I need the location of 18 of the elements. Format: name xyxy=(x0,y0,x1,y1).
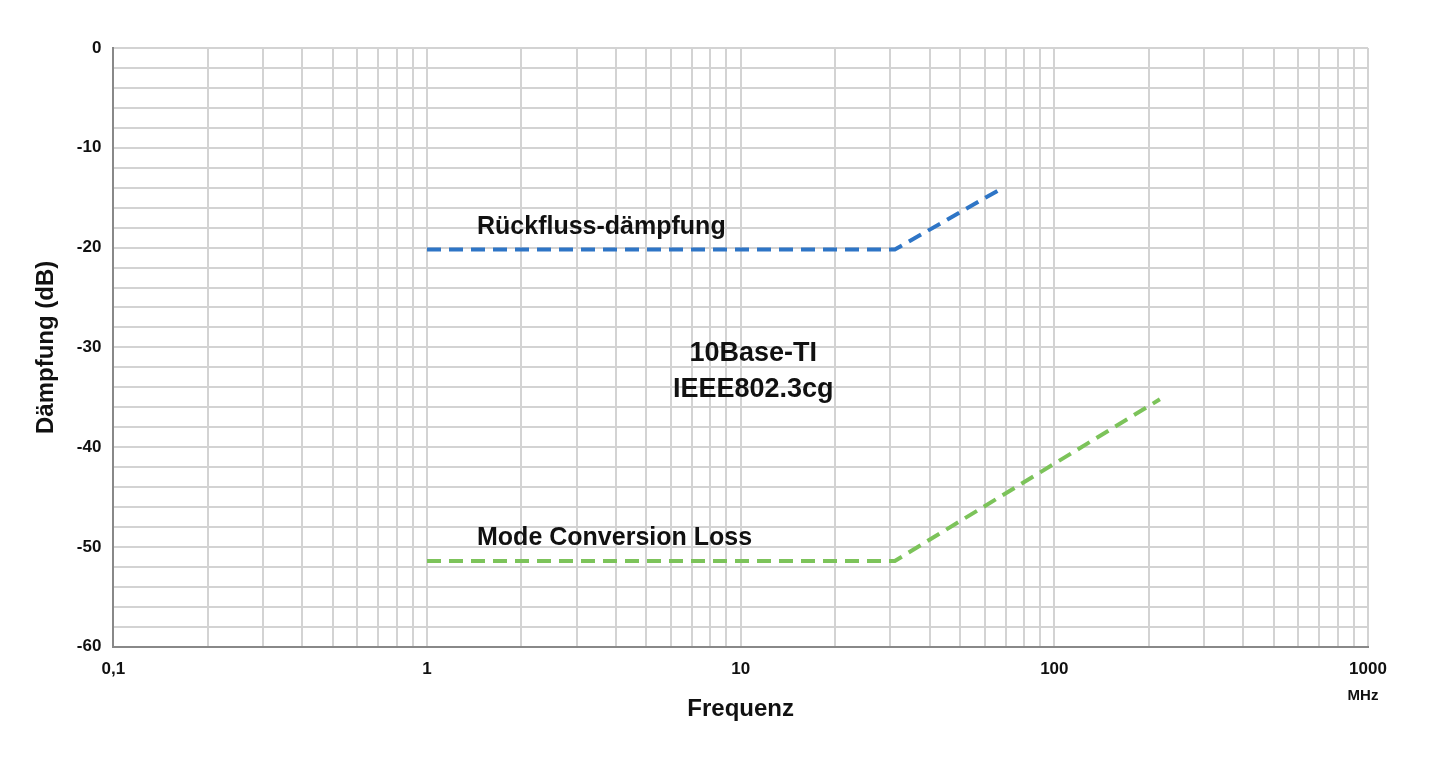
x-tick-label: 10 xyxy=(731,658,751,678)
series-label: Rückfluss-dämpfung xyxy=(477,210,726,239)
y-tick-label: -30 xyxy=(76,337,102,357)
y-tick-label: -40 xyxy=(76,436,102,456)
y-tick-label: -60 xyxy=(76,636,102,656)
y-tick-label: -20 xyxy=(76,237,102,257)
x-axis-title: Frequenz xyxy=(687,694,795,722)
y-tick-label: 0 xyxy=(91,37,102,57)
y-tick-label: -50 xyxy=(76,536,102,556)
series-label: Mode Conversion Loss xyxy=(477,522,753,551)
text: MHz xyxy=(1347,686,1379,704)
x-tick-label: 1000 xyxy=(1349,658,1387,678)
x-tick-label: 100 xyxy=(1040,658,1069,678)
y-tick-label: -10 xyxy=(76,137,102,157)
x-tick-label: 0,1 xyxy=(101,658,126,678)
x-tick-label: 1 xyxy=(422,658,432,678)
y-axis-title: Dämpfung (dB) xyxy=(31,260,59,435)
annotation: 10Base-TI IEEE802.3cg xyxy=(672,336,834,403)
